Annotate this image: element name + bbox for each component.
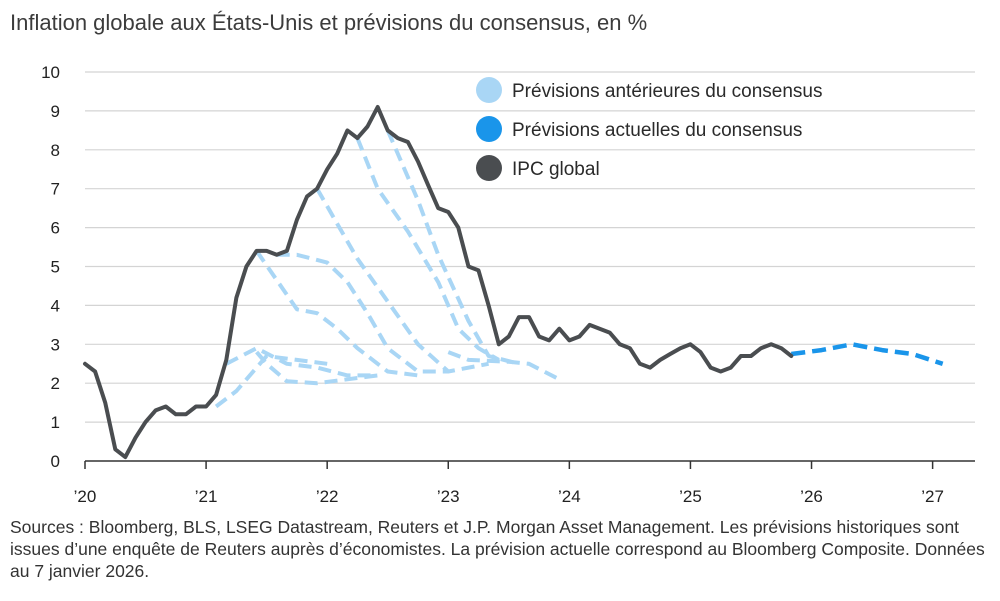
legend: Prévisions antérieures du consensus Prévi… [476, 77, 823, 181]
legend-marker-prior [476, 77, 502, 103]
legend-label-current: Prévisions actuelles du consensus [512, 120, 802, 141]
chart-title: Inflation globale aux États-Unis et prév… [10, 10, 648, 35]
y-tick-label-8: 8 [51, 141, 60, 160]
y-axis-ticks: 0 1 2 3 4 5 6 7 8 9 10 [41, 63, 60, 471]
y-tick-label-9: 9 [51, 102, 60, 121]
y-tick-label-5: 5 [51, 258, 60, 277]
x-tick-label-0: ’20 [74, 487, 97, 506]
x-tick-label-2: ’22 [316, 487, 339, 506]
legend-label-cpi: IPC global [512, 159, 600, 180]
legend-marker-current [476, 116, 502, 142]
prior-forecast-line-2 [225, 346, 378, 378]
current-forecast-line [791, 342, 944, 366]
prior-forecast-line-3 [255, 350, 378, 386]
legend-label-prior: Prévisions antérieures du consensus [512, 81, 823, 102]
y-tick-label-3: 3 [51, 335, 60, 354]
line-chart: 0 1 2 3 4 5 6 7 8 9 10 ’20 ’21 ’22 ’23 ’24 ’25 ’26 ’27 Pr… [41, 63, 975, 506]
x-tick-label-5: ’25 [679, 487, 702, 506]
cpi-line [83, 105, 794, 460]
y-tick-label-10: 10 [41, 63, 60, 82]
y-tick-label-6: 6 [51, 219, 60, 238]
prior-forecast-line-1 [214, 354, 328, 409]
y-tick-label-0: 0 [51, 452, 60, 471]
legend-marker-cpi [476, 155, 502, 181]
x-tick-label-6: ’26 [800, 487, 823, 506]
y-tick-label-4: 4 [51, 296, 60, 315]
prior-forecast-line-6 [315, 187, 489, 374]
prior-forecast-line-8 [385, 129, 520, 366]
y-tick-label-1: 1 [51, 413, 60, 432]
x-tick-label-7: ’27 [921, 487, 944, 506]
series-lines [83, 105, 944, 460]
prior-forecast-line-4 [254, 249, 419, 378]
gridlines [85, 71, 975, 423]
prior-forecast-line-9 [447, 350, 561, 382]
y-tick-label-7: 7 [51, 180, 60, 199]
x-axis: ’20 ’21 ’22 ’23 ’24 ’25 ’26 ’27 [74, 460, 975, 506]
x-tick-label-3: ’23 [437, 487, 460, 506]
source-note: Sources : Bloomberg, BLS, LSEG Datastrea… [10, 517, 985, 581]
x-tick-label-4: ’24 [558, 487, 581, 506]
y-tick-label-2: 2 [51, 374, 60, 393]
prior-forecast-line-7 [355, 137, 500, 362]
prior-forecast-line-5 [276, 252, 449, 374]
x-tick-label-1: ’21 [195, 487, 218, 506]
